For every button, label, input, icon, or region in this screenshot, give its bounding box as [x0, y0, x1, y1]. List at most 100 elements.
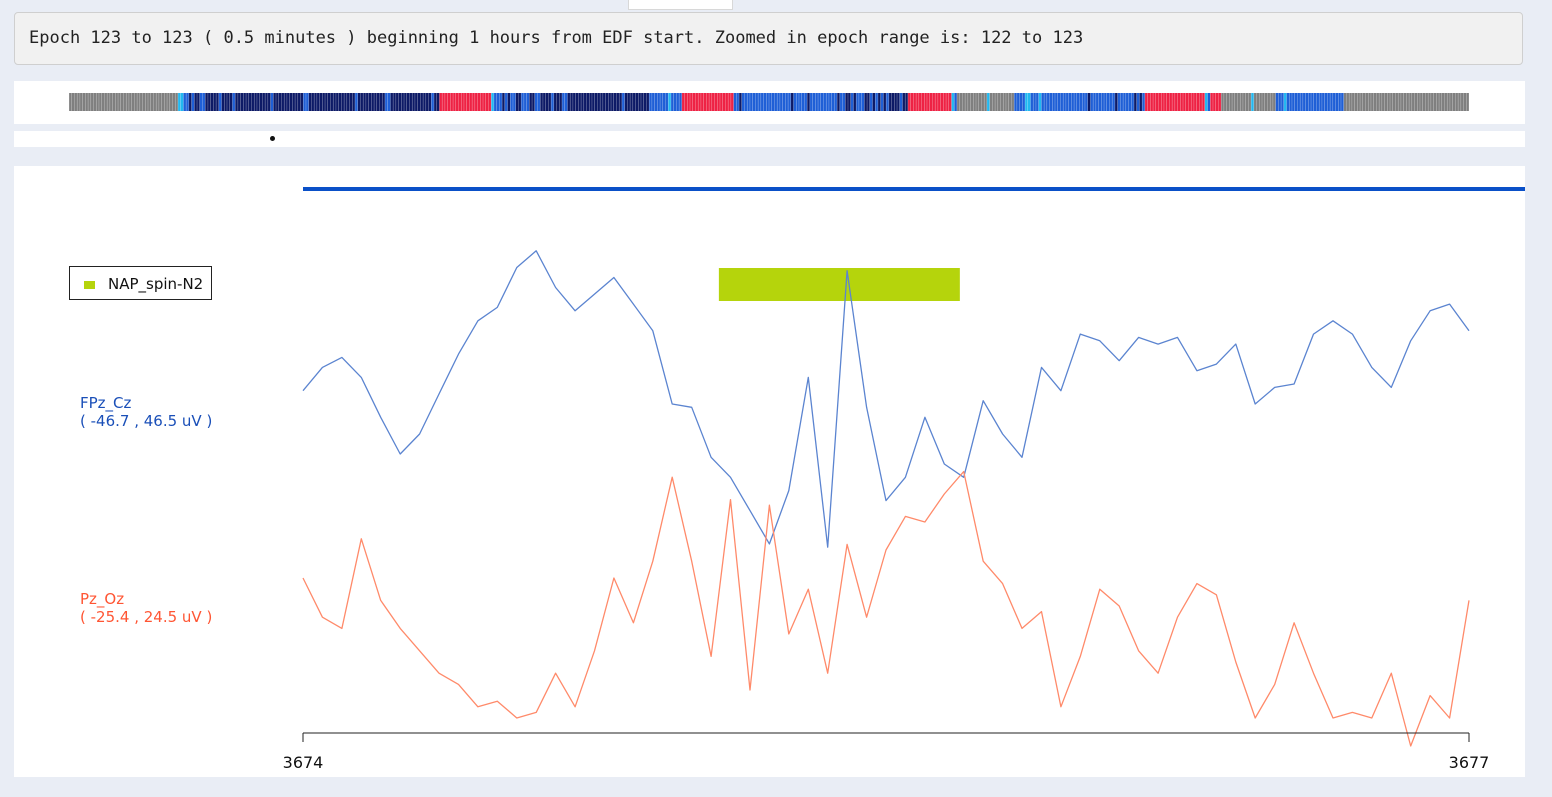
- hypnogram-epoch: [1270, 93, 1273, 111]
- hypnogram-epoch: [935, 93, 938, 111]
- hypnogram-epoch: [1242, 93, 1246, 111]
- hypnogram-epoch: [510, 93, 514, 111]
- channel-label-pz-oz: Pz_Oz ( -25.4 , 24.5 uV ): [80, 590, 212, 626]
- hypnogram-epoch: [167, 93, 170, 111]
- spindle-annotation: [718, 268, 960, 301]
- time-axis-end-label: 3677: [1448, 753, 1490, 772]
- hypnogram-epoch: [1406, 93, 1410, 111]
- hypnogram-epoch: [1185, 93, 1189, 111]
- hypnogram-epoch: [616, 93, 620, 111]
- signal-plot[interactable]: [14, 166, 1525, 777]
- hypnogram-epoch: [864, 93, 868, 111]
- hypnogram-epoch: [1330, 93, 1333, 111]
- hypnogram-epoch: [109, 93, 113, 111]
- annotation-legend: NAP_spin-N2: [69, 266, 212, 300]
- hypnogram-epoch: [954, 93, 958, 111]
- hypnogram-epoch: [191, 93, 195, 111]
- hypnogram-strip[interactable]: [69, 93, 1469, 111]
- hypnogram-epoch: [101, 93, 105, 111]
- hypnogram-epoch: [1286, 93, 1290, 111]
- hypnogram-epoch: [793, 93, 797, 111]
- hypnogram-epoch: [586, 93, 590, 111]
- hypnogram-epoch: [1199, 93, 1203, 111]
- hypnogram-epoch: [297, 93, 301, 111]
- hypnogram-epoch: [662, 93, 666, 111]
- hypnogram-epoch: [869, 93, 873, 111]
- hypnogram-epoch: [1212, 93, 1216, 111]
- hypnogram-epoch: [303, 93, 307, 111]
- hypnogram-epoch: [1008, 93, 1012, 111]
- hypnogram-epoch: [632, 93, 636, 111]
- hypnogram-epoch: [349, 93, 353, 111]
- hypnogram-epoch: [1346, 93, 1350, 111]
- hypnogram-epoch: [126, 93, 130, 111]
- hypnogram-epoch: [809, 93, 813, 111]
- hypnogram-epoch: [1278, 93, 1282, 111]
- hypnogram-epoch: [1117, 93, 1121, 111]
- hypnogram-epoch: [175, 93, 179, 111]
- hypnogram-epoch: [480, 93, 484, 111]
- hypnogram-epoch: [853, 93, 857, 111]
- hypnogram-epoch: [1232, 93, 1235, 111]
- hypnogram-epoch: [831, 93, 835, 111]
- hypnogram-epoch: [1120, 93, 1124, 111]
- hypnogram-epoch: [597, 93, 601, 111]
- signal-viewer[interactable]: NAP_spin-N2 FPz_Cz ( -46.7 , 46.5 uV ) P…: [14, 166, 1525, 777]
- hypnogram-epoch: [1019, 93, 1023, 111]
- hypnogram-epoch: [605, 93, 609, 111]
- hypnogram-epoch: [295, 93, 298, 111]
- top-tab[interactable]: [628, 0, 733, 10]
- hypnogram-epoch: [216, 93, 219, 111]
- hypnogram-epoch: [564, 93, 568, 111]
- hypnogram-epoch: [88, 93, 91, 111]
- hypnogram-epoch: [1166, 93, 1170, 111]
- hypnogram-epoch: [300, 93, 304, 111]
- hypnogram-panel[interactable]: [14, 81, 1525, 124]
- hypnogram-epoch: [194, 93, 198, 111]
- hypnogram-epoch: [493, 93, 497, 111]
- hypnogram-epoch: [153, 93, 157, 111]
- hypnogram-epoch: [970, 93, 974, 111]
- hypnogram-epoch: [267, 93, 271, 111]
- hypnogram-epoch: [1362, 93, 1366, 111]
- hypnogram-epoch: [1177, 93, 1181, 111]
- hypnogram-epoch: [270, 93, 274, 111]
- channel-label-fpz-cz: FPz_Cz ( -46.7 , 46.5 uV ): [80, 394, 212, 430]
- hypnogram-epoch: [423, 93, 426, 111]
- epoch-cursor-panel[interactable]: [14, 131, 1525, 147]
- hypnogram-epoch: [572, 93, 576, 111]
- hypnogram-epoch: [1193, 93, 1197, 111]
- hypnogram-epoch: [894, 93, 898, 111]
- time-axis-start-label: 3674: [282, 753, 324, 772]
- hypnogram-epoch: [965, 93, 968, 111]
- hypnogram-epoch: [428, 93, 432, 111]
- hypnogram-epoch: [834, 93, 838, 111]
- hypnogram-epoch: [714, 93, 718, 111]
- hypnogram-epoch: [431, 93, 435, 111]
- hypnogram-epoch: [218, 93, 222, 111]
- hypnogram-epoch: [104, 93, 108, 111]
- hypnogram-epoch: [668, 93, 672, 111]
- hypnogram-epoch: [79, 93, 83, 111]
- hypnogram-epoch: [1057, 93, 1061, 111]
- hypnogram-epoch: [115, 93, 119, 111]
- hypnogram-epoch: [1237, 93, 1241, 111]
- hypnogram-epoch: [918, 93, 922, 111]
- hypnogram-epoch: [1003, 93, 1007, 111]
- hypnogram-epoch: [354, 93, 358, 111]
- hypnogram-epoch: [842, 93, 846, 111]
- hypnogram-epoch: [1188, 93, 1192, 111]
- hypnogram-epoch: [1104, 93, 1107, 111]
- hypnogram-epoch: [1283, 93, 1287, 111]
- hypnogram-epoch: [477, 93, 481, 111]
- hypnogram-epoch: [1428, 93, 1431, 111]
- hypnogram-epoch: [1147, 93, 1151, 111]
- hypnogram-epoch: [1049, 93, 1053, 111]
- hypnogram-epoch: [1191, 93, 1194, 111]
- hypnogram-epoch: [719, 93, 723, 111]
- hypnogram-epoch: [608, 93, 612, 111]
- hypnogram-epoch: [1027, 93, 1031, 111]
- hypnogram-epoch: [818, 93, 821, 111]
- hypnogram-epoch: [532, 93, 535, 111]
- hypnogram-epoch: [638, 93, 642, 111]
